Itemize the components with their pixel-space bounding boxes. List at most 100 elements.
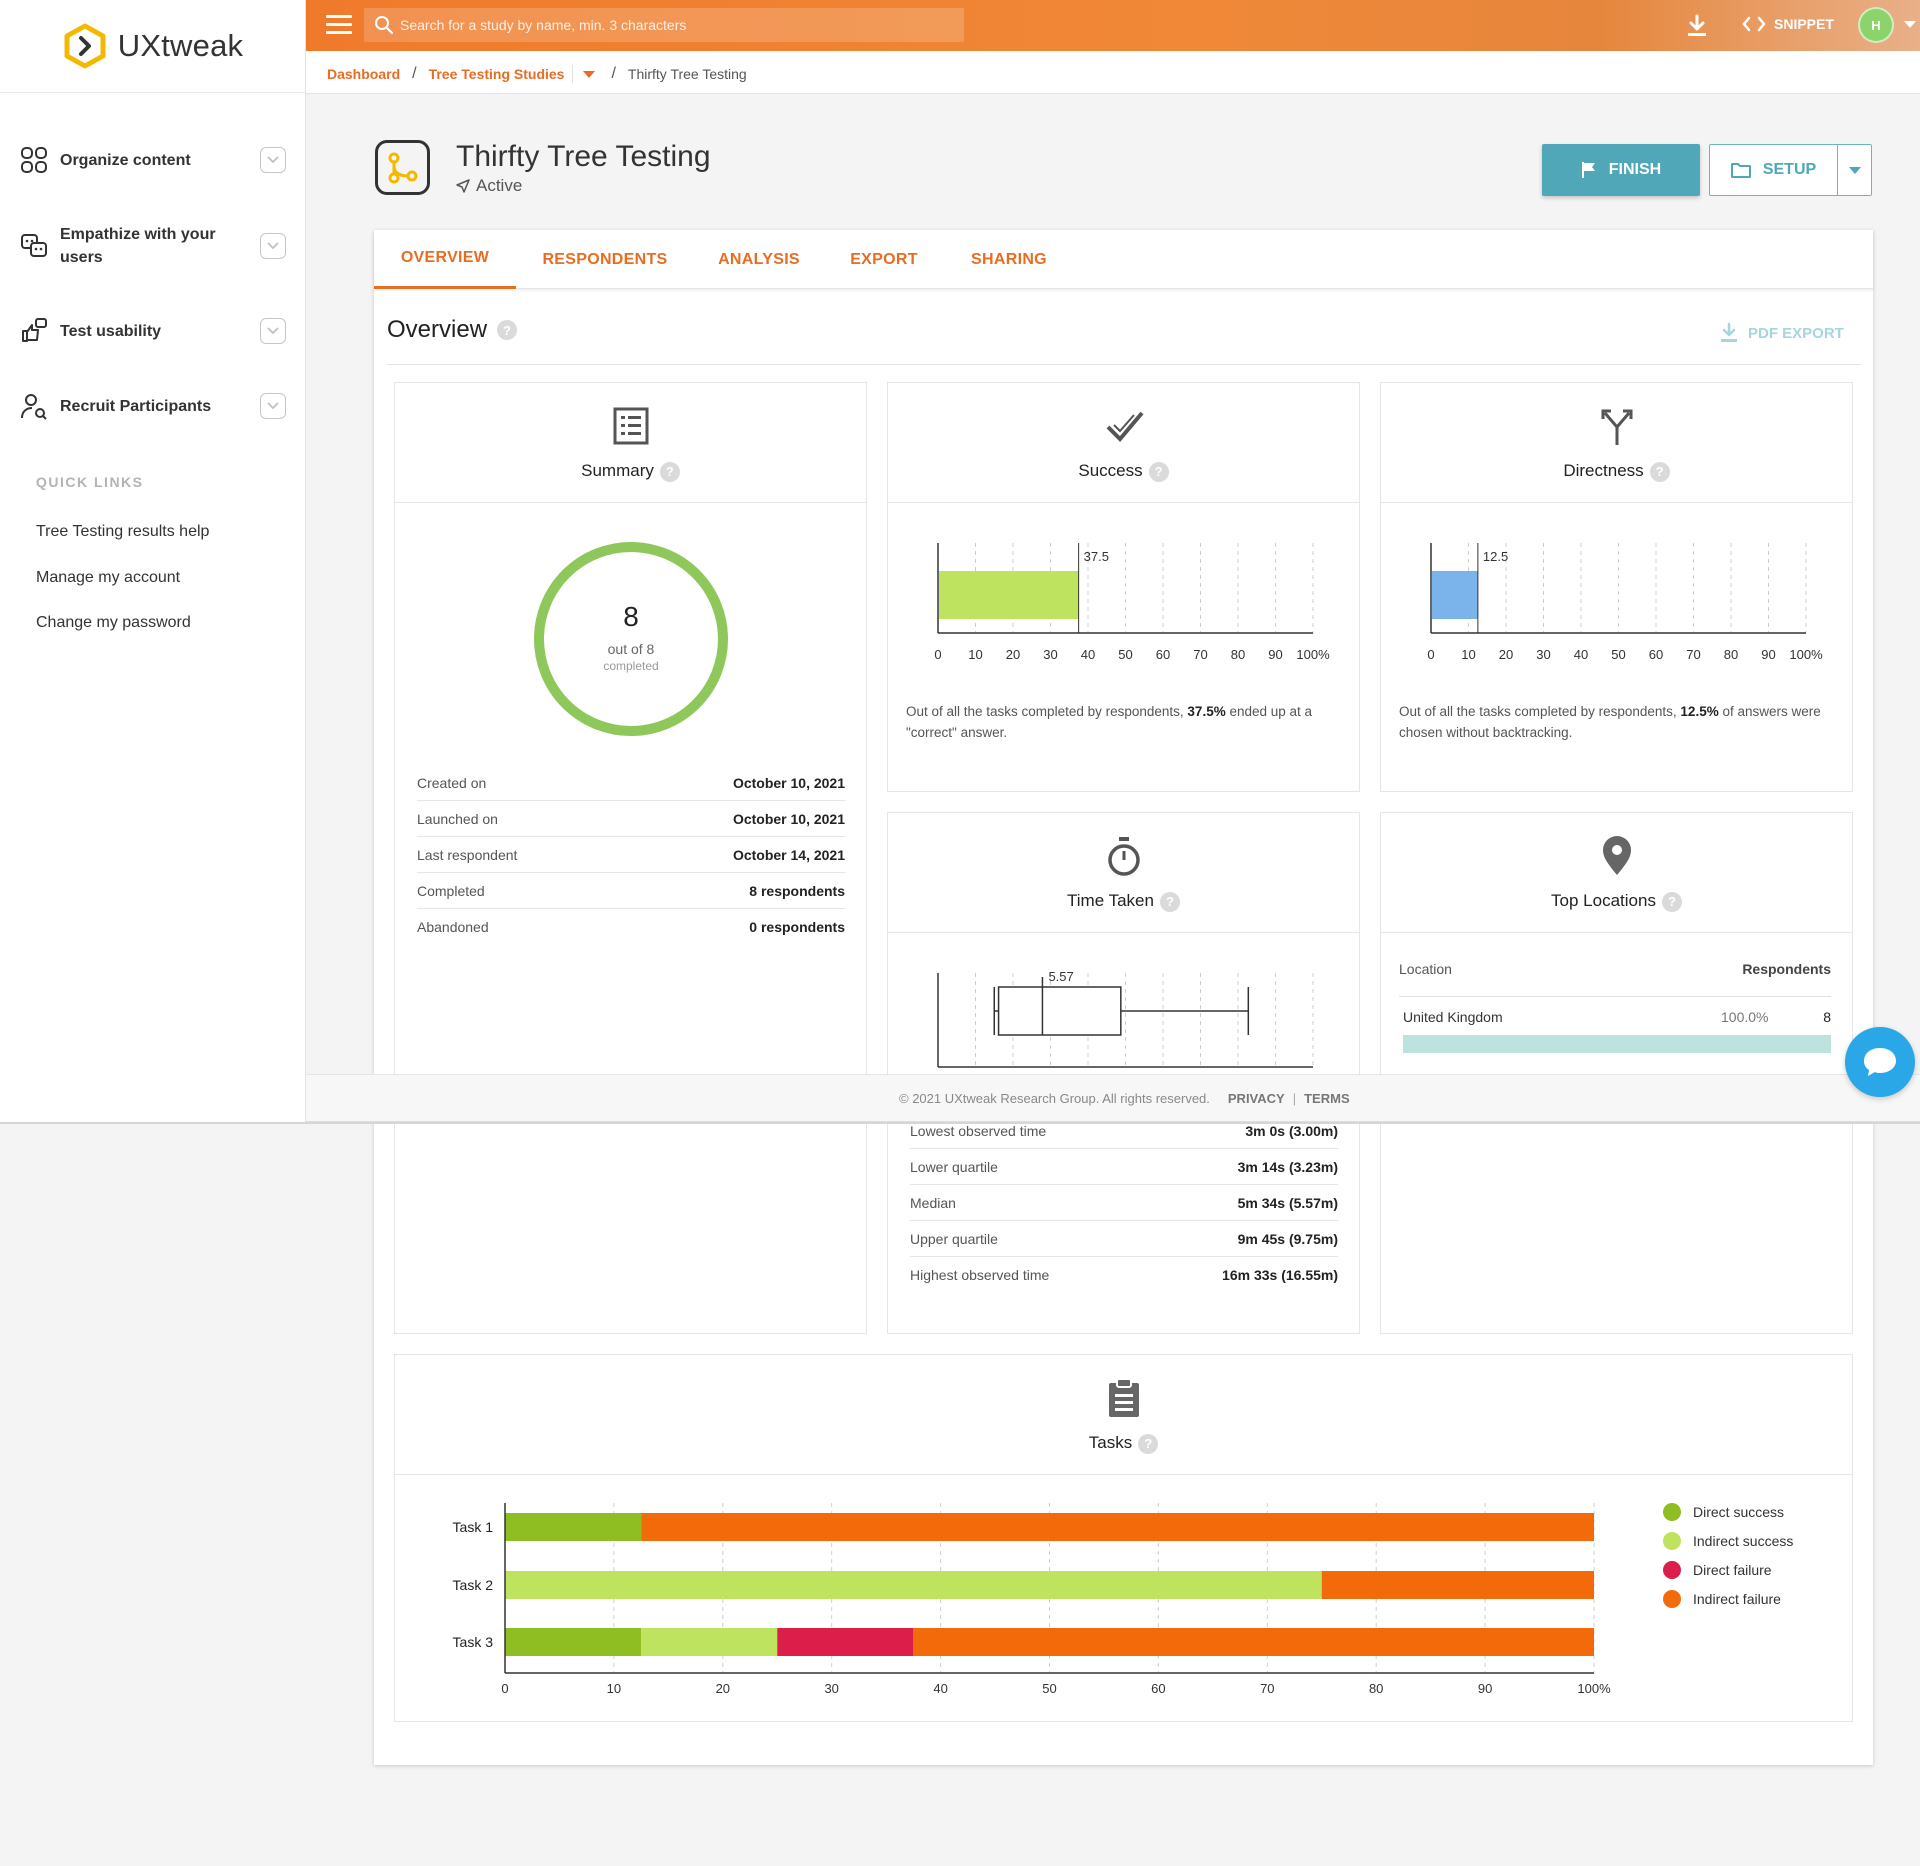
quick-link-change-password[interactable]: Change my password — [36, 614, 191, 631]
help-icon[interactable]: ? — [659, 461, 680, 482]
location-bar — [1403, 1035, 1831, 1053]
x-tick-label: 10 — [1461, 647, 1475, 662]
chevron-down-icon[interactable] — [260, 318, 286, 344]
row-key: Abandoned — [417, 919, 489, 935]
tab-analysis[interactable]: ANALYSIS — [718, 250, 800, 268]
summary-title: Summary — [581, 461, 654, 480]
search-box — [364, 8, 964, 42]
chat-button[interactable] — [1845, 1027, 1915, 1097]
divider: | — [1292, 1091, 1297, 1106]
setup-dropdown[interactable] — [1838, 166, 1871, 174]
x-tick-label: 100% — [1577, 1681, 1611, 1696]
location-count: 8 — [1823, 1009, 1831, 1025]
x-tick-label: 60 — [1156, 647, 1170, 662]
folder-icon — [1730, 163, 1751, 178]
x-tick-label: 50 — [1611, 647, 1625, 662]
help-icon[interactable]: ? — [1138, 1433, 1159, 1454]
divider — [0, 1122, 1920, 1124]
breadcrumb-separator: / — [412, 65, 417, 82]
setup-button[interactable]: SETUP — [1709, 144, 1872, 196]
x-tick-label: 0 — [934, 647, 941, 662]
panel-header: Summary? — [395, 383, 866, 503]
breadcrumb-bar: Dashboard / Tree Testing Studies / Thirf… — [306, 51, 1920, 94]
sidebar-item-test-usability[interactable]: Test usability — [0, 316, 306, 346]
organize-icon — [21, 147, 47, 173]
results-card: OVERVIEW RESPONDENTS ANALYSIS EXPORT SHA… — [374, 230, 1873, 1765]
time-taken-panel: Time Taken? 5.57 Lowest observed time 3m … — [887, 812, 1360, 1334]
quick-link-manage-account[interactable]: Manage my account — [36, 569, 181, 586]
terms-link[interactable]: TERMS — [1304, 1091, 1350, 1106]
sidebar-item-recruit-participants[interactable]: Recruit Participants — [0, 391, 306, 421]
x-tick-label: 0 — [501, 1681, 508, 1696]
data-label: 37.5 — [1084, 549, 1109, 564]
list-icon — [613, 407, 648, 445]
x-tick-label: 90 — [1761, 647, 1775, 662]
chevron-down-icon[interactable] — [260, 147, 286, 173]
x-tick-label: 80 — [1369, 1681, 1383, 1696]
avatar[interactable]: H — [1858, 7, 1894, 43]
completion-arc — [534, 542, 728, 736]
sidebar-item-label: Empathize with your users — [60, 226, 216, 266]
finish-label: FINISH — [1608, 161, 1662, 178]
setup-main[interactable]: SETUP — [1710, 145, 1838, 195]
row-key: Launched on — [417, 810, 498, 827]
chevron-down-icon[interactable] — [1904, 21, 1916, 28]
legend-label: Indirect failure — [1693, 1591, 1781, 1607]
help-icon[interactable]: ? — [1159, 891, 1180, 912]
locations-header: Location Respondents — [1399, 961, 1831, 997]
help-icon[interactable]: ? — [1649, 461, 1670, 482]
tab-sharing[interactable]: SHARING — [971, 250, 1047, 268]
logo[interactable]: UXtweak — [0, 0, 305, 93]
clipboard-icon — [1108, 1378, 1139, 1417]
divider — [387, 364, 1861, 365]
breadcrumb-dashboard[interactable]: Dashboard — [327, 66, 401, 82]
breadcrumb-separator: / — [611, 65, 616, 82]
help-icon[interactable]: ? — [1148, 461, 1169, 482]
row-key: Upper quartile — [910, 1230, 998, 1247]
snippet-button[interactable]: SNIPPET — [1742, 16, 1834, 32]
time-taken-title: Time Taken — [1067, 891, 1154, 910]
row-key: Lower quartile — [910, 1158, 998, 1175]
panel-header: Time Taken? — [888, 813, 1359, 933]
stacked-bar-segment — [1321, 1571, 1594, 1599]
help-icon[interactable]: ? — [1661, 891, 1682, 912]
x-tick-label: 70 — [1260, 1681, 1274, 1696]
x-tick-label: 100% — [1789, 647, 1823, 662]
location-row: United Kingdom 100.0% 8 — [1403, 1009, 1831, 1025]
empathize-icon — [21, 234, 47, 257]
help-icon[interactable]: ? — [497, 320, 518, 340]
location-pin-icon — [1602, 836, 1631, 875]
row-value: October 14, 2021 — [732, 846, 845, 863]
caret-down-icon[interactable] — [583, 70, 596, 78]
download-icon[interactable] — [1686, 14, 1708, 38]
sidebar-item-organize-content[interactable]: Organize content — [0, 145, 306, 175]
tab-respondents[interactable]: RESPONDENTS — [542, 250, 668, 268]
chevron-down-icon[interactable] — [260, 233, 286, 259]
search-input[interactable] — [400, 8, 960, 42]
top-bar: SNIPPET H — [306, 0, 1920, 51]
top-locations-panel: Top Locations? Location Respondents Unit… — [1380, 812, 1853, 1334]
menu-icon[interactable] — [326, 15, 352, 35]
uxtweak-logo-icon — [64, 23, 106, 69]
breadcrumb-studies[interactable]: Tree Testing Studies — [428, 66, 565, 82]
usability-icon — [22, 318, 47, 342]
panel-title: Success? — [888, 461, 1359, 482]
sidebar-item-empathize[interactable]: Empathize with your users — [0, 222, 306, 270]
stopwatch-icon — [1107, 837, 1140, 876]
legend-swatch — [1663, 1503, 1681, 1521]
stacked-bar-segment — [505, 1628, 642, 1656]
row-key: Highest observed time — [910, 1267, 1050, 1283]
tab-overview[interactable]: OVERVIEW — [374, 230, 516, 289]
desc-value: 12.5% — [1680, 704, 1719, 719]
code-icon — [1742, 16, 1766, 32]
quick-link-results-help[interactable]: Tree Testing results help — [36, 523, 210, 540]
privacy-link[interactable]: PRIVACY — [1227, 1091, 1285, 1106]
chevron-down-icon[interactable] — [260, 393, 286, 419]
snippet-label: SNIPPET — [1774, 16, 1834, 32]
panel-header: Success? — [888, 383, 1359, 503]
sidebar-item-label: Recruit Participants — [60, 398, 212, 415]
desc-text: ended up at a "correct" answer. — [906, 704, 1313, 740]
finish-button[interactable]: FINISH — [1542, 144, 1700, 196]
tab-export[interactable]: EXPORT — [850, 250, 918, 268]
pdf-export-button[interactable]: PDF EXPORT — [1720, 322, 1844, 344]
